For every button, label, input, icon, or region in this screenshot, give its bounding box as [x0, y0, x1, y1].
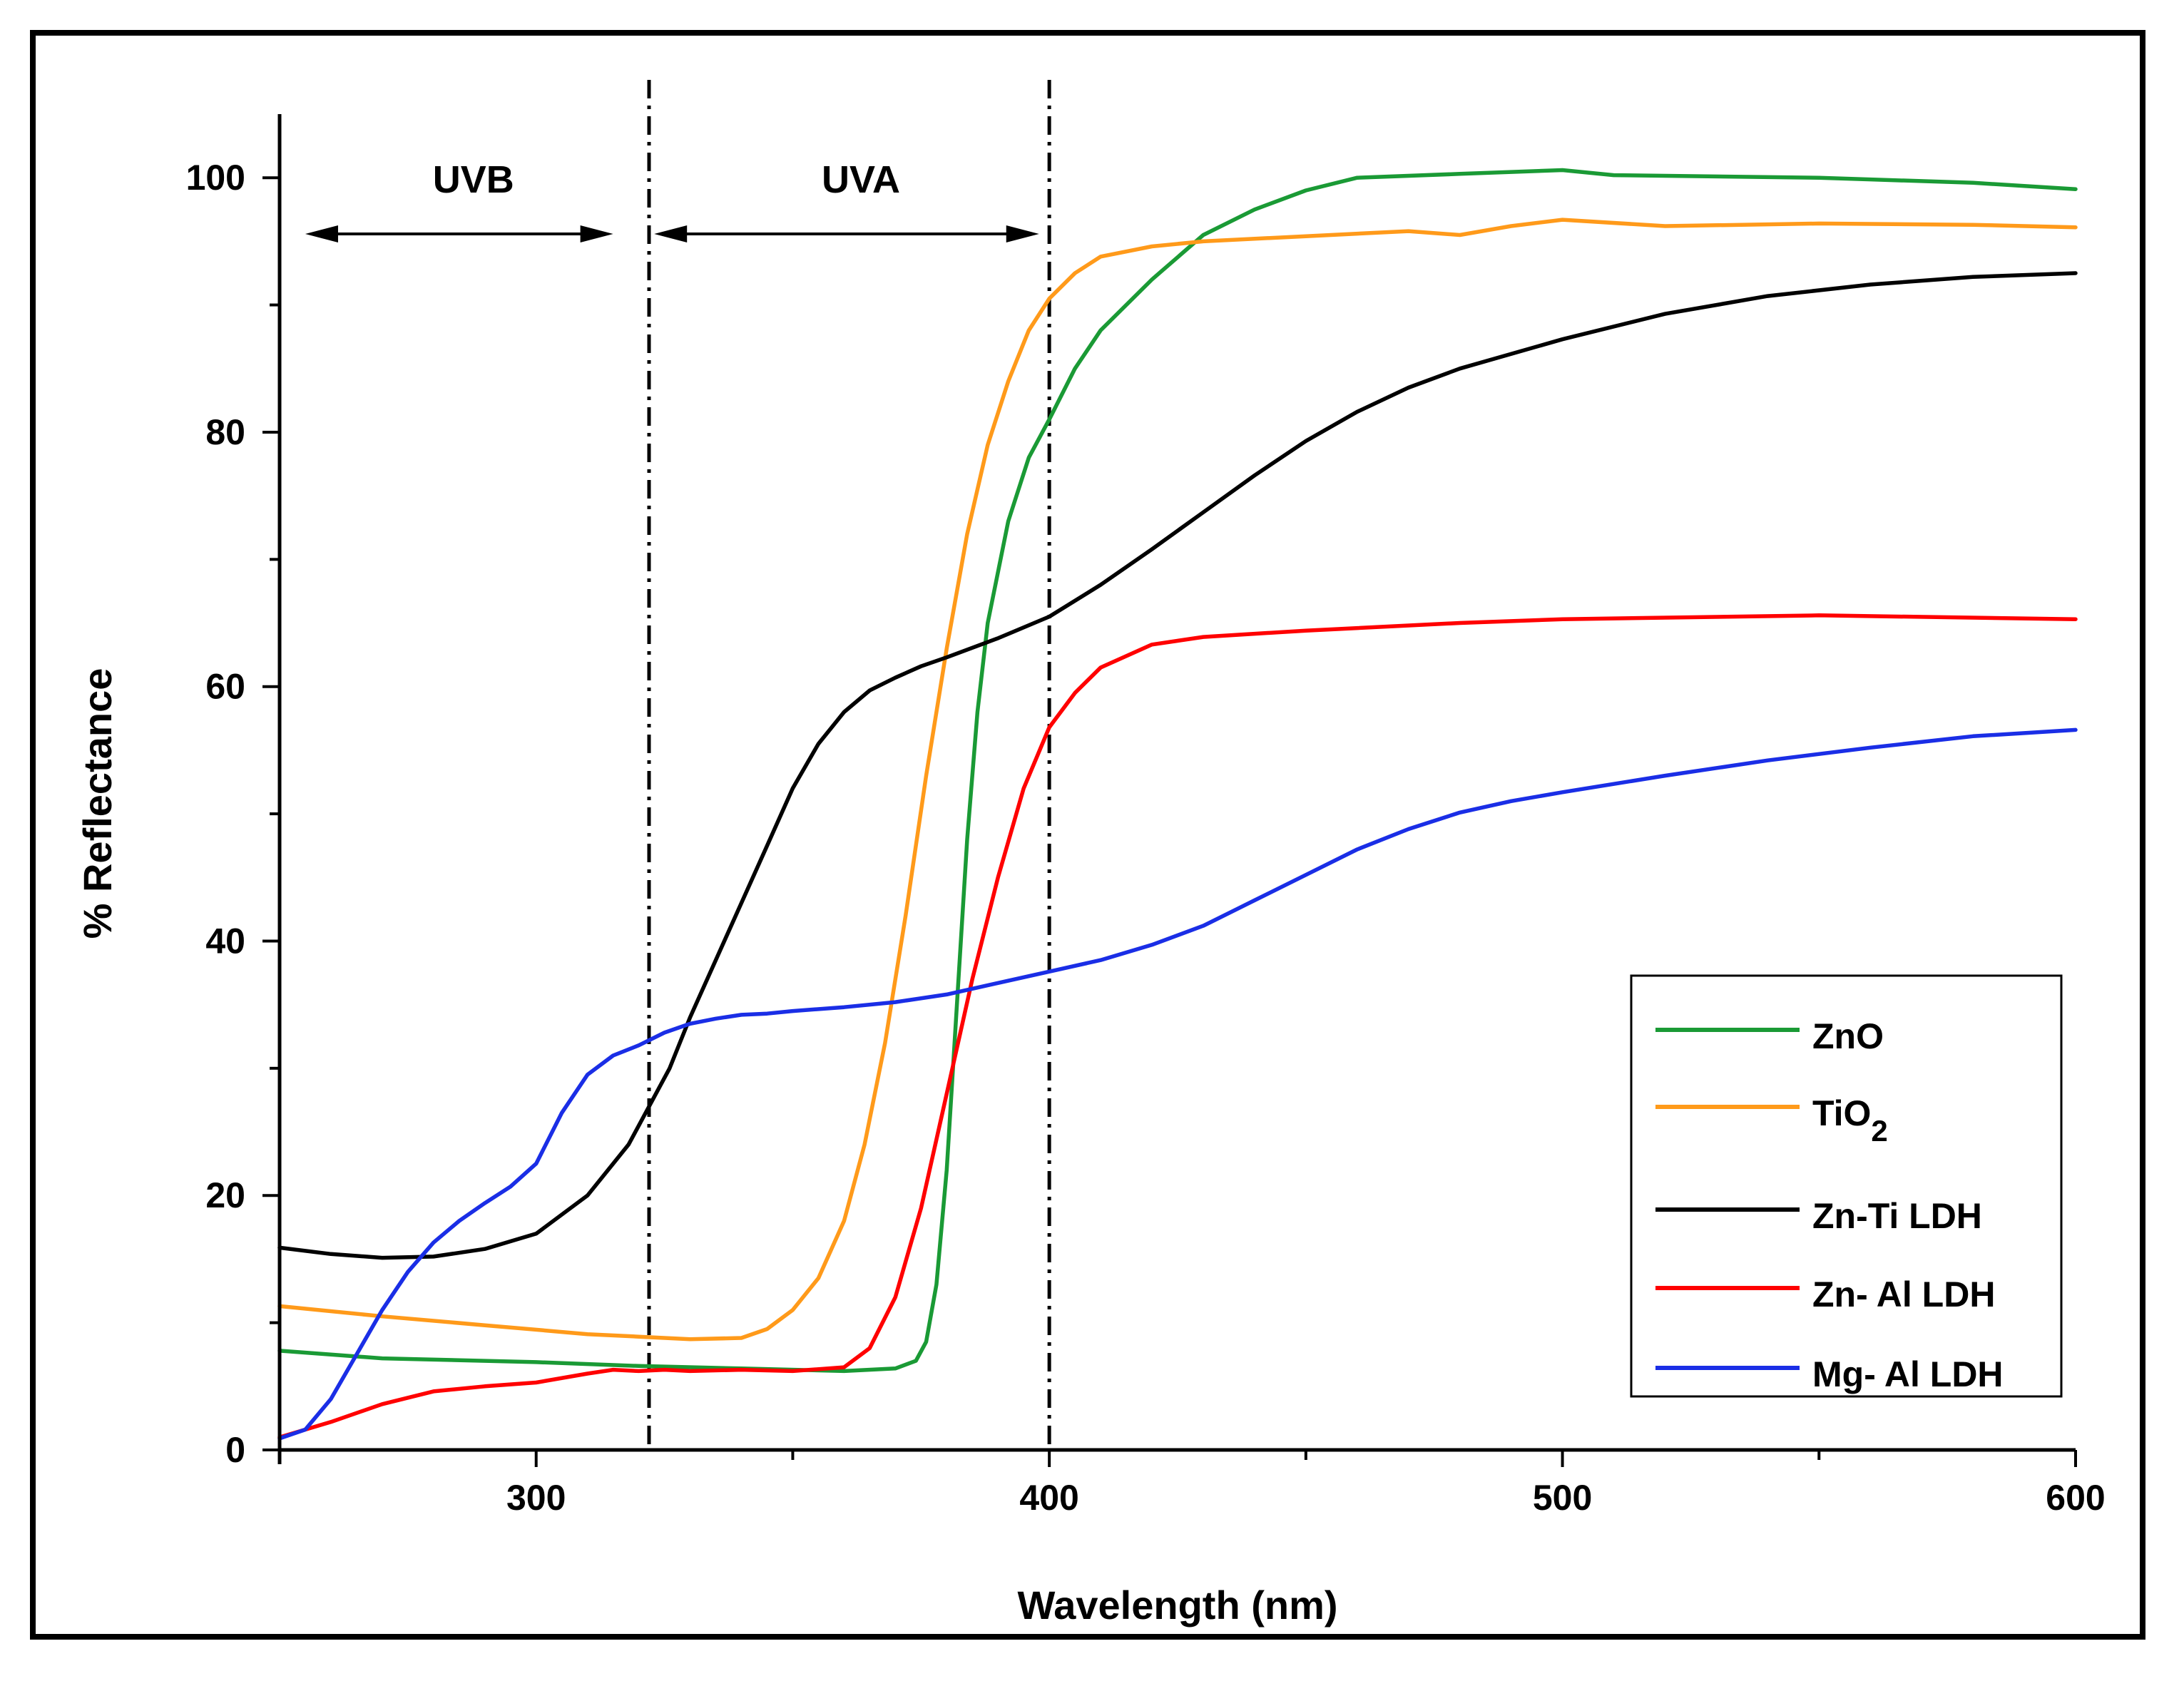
x-tick-label: 500 [1533, 1478, 1592, 1518]
region-arrowhead-right-0 [580, 225, 613, 242]
y-tick-label: 100 [186, 158, 245, 198]
x-axis-title: Wavelength (nm) [1017, 1583, 1337, 1628]
y-axis-title: % Reflectance [75, 668, 120, 939]
legend-label-subscript: 2 [1871, 1114, 1887, 1148]
x-tick-label: 600 [2046, 1478, 2105, 1518]
legend-label-2: Zn-Ti LDH [1812, 1196, 1982, 1236]
series-line-0 [277, 168, 2078, 1374]
x-tick-label: 400 [1019, 1478, 1078, 1518]
legend-label-1: TiO2 [1812, 1093, 1888, 1148]
legend-label-main: TiO [1812, 1093, 1871, 1133]
legend-label-4: Mg- Al LDH [1812, 1354, 2004, 1394]
region-arrowhead-left-0 [305, 225, 338, 242]
y-tick-label: 40 [205, 921, 245, 961]
region-arrowhead-left-1 [654, 225, 688, 242]
region-label-uva: UVA [822, 158, 900, 201]
series-line-2 [277, 271, 2078, 1260]
series-line-4 [277, 727, 2078, 1441]
x-tick-label: 300 [506, 1478, 566, 1518]
series-line-3 [277, 613, 2078, 1439]
y-tick-label: 80 [205, 412, 245, 452]
legend-box [1630, 974, 2063, 1398]
legend-label-3: Zn- Al LDH [1812, 1274, 1995, 1314]
y-tick-label: 60 [205, 667, 245, 707]
region-arrowhead-right-1 [1006, 225, 1039, 242]
legend-label-0: ZnO [1812, 1016, 1884, 1056]
y-tick-label: 20 [205, 1175, 245, 1215]
series-line-1 [277, 218, 2078, 1342]
y-tick-label: 0 [225, 1430, 245, 1470]
region-label-uvb: UVB [433, 158, 514, 201]
